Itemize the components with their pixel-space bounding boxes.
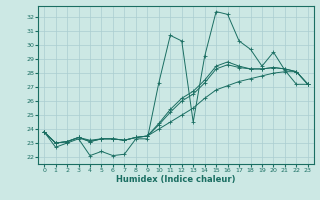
X-axis label: Humidex (Indice chaleur): Humidex (Indice chaleur) xyxy=(116,175,236,184)
